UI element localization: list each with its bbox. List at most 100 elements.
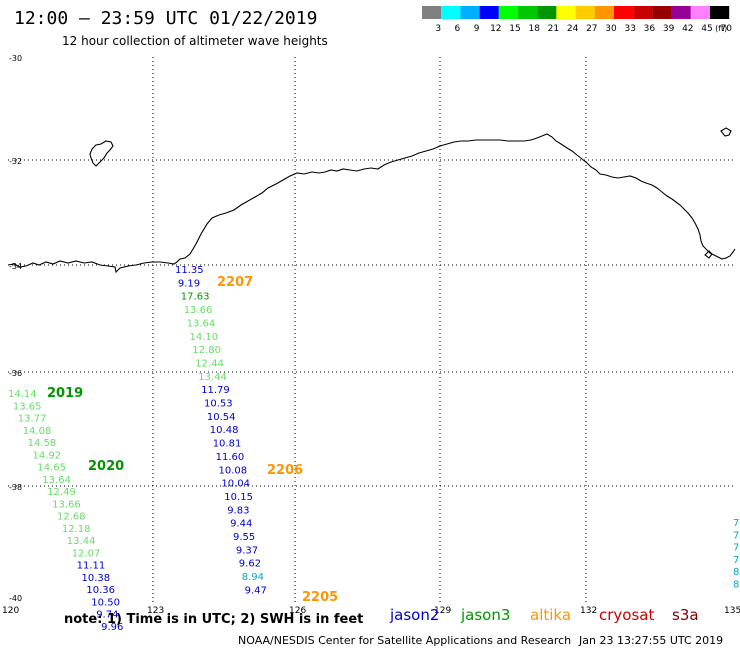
wave-height-tracks: 11.35 9.19 17.63 13.66 13.64 14.10 12.80 12.44 1… <box>8 265 740 633</box>
swh-reading: 10.53 <box>204 399 233 410</box>
legend-label: 42 <box>682 24 693 34</box>
satellite-jason3: jason3 <box>461 606 511 624</box>
lat-label: -38 <box>9 483 22 492</box>
lon-label: 132 <box>580 606 597 616</box>
legend-label: 45 <box>701 24 712 34</box>
legend-label: 30 <box>605 24 617 34</box>
swh-reading: 12.68 <box>57 512 86 523</box>
australia-south-coast <box>7 133 736 274</box>
swh-reading: 7 <box>733 543 739 554</box>
lon-label: 126 <box>289 606 306 616</box>
swh-reading: 11.11 <box>77 561 106 572</box>
lat-label: -40 <box>9 594 22 603</box>
graticule <box>8 57 734 603</box>
legend-swatch <box>690 6 710 19</box>
swh-reading: 9.55 <box>233 532 255 543</box>
swh-reading: 10.81 <box>213 439 242 450</box>
swh-reading: 10.48 <box>210 425 239 436</box>
pass-number-label: 2207 <box>217 275 253 290</box>
pass-number-label: 2206 <box>267 463 303 478</box>
swh-reading: 11.60 <box>216 452 245 463</box>
legend-swatch <box>460 6 480 19</box>
legend-swatch <box>633 6 653 19</box>
legend-swatch <box>479 6 499 19</box>
swh-reading: 9.19 <box>178 278 200 289</box>
footer-note: note: 1) Time is in UTC; 2) SWH is in fe… <box>64 612 364 627</box>
satellite-jason2: jason2 <box>390 606 440 624</box>
island-west <box>89 140 114 167</box>
generation-timestamp: Jan 23 13:27:55 UTC 2019 <box>579 634 724 647</box>
axis-labels: -30 -32 -34 -36 -38 -40 120 123 126 129 132 135 <box>2 54 740 616</box>
swh-reading: 10.08 <box>219 465 248 476</box>
legend-swatch <box>422 6 442 19</box>
swh-reading: 9.44 <box>230 519 252 530</box>
satellite-s3a: s3a <box>672 606 699 624</box>
legend-label: 27 <box>586 24 597 34</box>
swh-reading: 13.44 <box>67 536 96 547</box>
legend-swatch <box>537 6 557 19</box>
legend-swatch <box>614 6 634 19</box>
swh-reading: 9.47 <box>245 585 267 596</box>
lon-label: 120 <box>2 606 19 616</box>
swh-reading: 8.94 <box>242 572 264 583</box>
swh-reading: 13.77 <box>18 414 47 425</box>
legend-label: 39 <box>663 24 675 34</box>
legend-swatch <box>518 6 538 19</box>
pass-number-label: 2019 <box>47 386 83 401</box>
swh-reading: 10.50 <box>91 597 120 608</box>
swh-reading: 9.74 <box>96 610 118 621</box>
legend-unit: (ft) <box>715 24 727 33</box>
swh-reading: 9.83 <box>227 505 249 516</box>
swh-reading: 12.44 <box>195 358 224 369</box>
swh-reading: 12.07 <box>72 548 101 559</box>
island-east <box>720 127 732 137</box>
lat-label: -32 <box>9 157 22 166</box>
swh-reading: 13.66 <box>52 499 81 510</box>
legend-swatch <box>575 6 595 19</box>
legend-label: 36 <box>644 24 656 34</box>
swh-reading: 9.37 <box>236 545 258 556</box>
legend-swatch <box>594 6 614 19</box>
swh-reading: 13.66 <box>184 305 213 316</box>
swh-reading: 14.10 <box>190 332 219 343</box>
swh-reading: 14.65 <box>37 463 66 474</box>
swh-reading: 13.44 <box>198 372 227 383</box>
satellite-cryosat: cryosat <box>599 606 655 624</box>
legend-label: 9 <box>474 24 480 34</box>
swh-reading: 12.49 <box>47 487 76 498</box>
swh-reading: 10.04 <box>221 479 250 490</box>
legend-swatch <box>710 6 730 19</box>
swh-reading: 13.64 <box>187 318 216 329</box>
island-southeast <box>704 250 713 259</box>
swh-reading: 12.18 <box>62 524 91 535</box>
map-title: 12:00 – 23:59 UTC 01/22/2019 <box>14 8 318 29</box>
swh-reading: 14.58 <box>28 438 57 449</box>
wave-height-color-legend: 3 6 9 12 15 18 21 24 27 30 33 36 39 42 45 70(ft) <box>422 6 732 34</box>
legend-swatch <box>498 6 518 19</box>
legend-label: 15 <box>509 24 520 34</box>
satellite-altika: altika <box>530 606 572 624</box>
legend-swatch <box>556 6 576 19</box>
legend-label: 18 <box>528 24 540 34</box>
swh-reading: 11.79 <box>201 385 230 396</box>
swh-reading: 12.80 <box>192 345 221 356</box>
swh-reading: 13.64 <box>42 475 71 486</box>
legend-swatch <box>652 6 672 19</box>
swh-reading: 9.62 <box>239 559 261 570</box>
swh-reading: 14.08 <box>23 426 52 437</box>
lon-label: 135 <box>724 606 740 616</box>
lat-label: -34 <box>9 262 22 271</box>
coastline <box>7 127 736 274</box>
legend-label: 12 <box>490 24 501 34</box>
legend-label: 33 <box>624 24 635 34</box>
swh-reading: 10.36 <box>86 585 115 596</box>
swh-reading: 10.15 <box>224 492 253 503</box>
legend-label: 21 <box>548 24 559 34</box>
legend-swatch <box>441 6 461 19</box>
lat-label: -36 <box>9 369 22 378</box>
swh-reading: 9.96 <box>101 622 123 633</box>
pass-number-label: 2020 <box>88 459 124 474</box>
legend-label: 24 <box>567 24 579 34</box>
legend-label: 6 <box>455 24 461 34</box>
